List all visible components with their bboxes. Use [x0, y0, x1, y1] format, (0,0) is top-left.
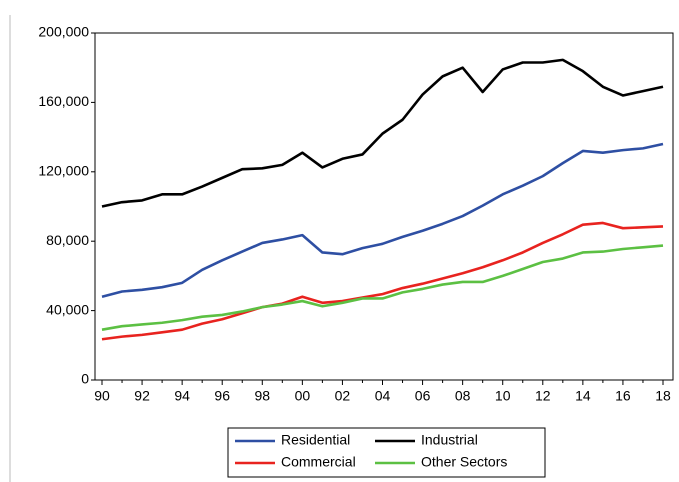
legend-label: Residential [281, 432, 350, 448]
series-line [101, 244, 664, 331]
y-tick-label: 200,000 [38, 24, 89, 40]
x-tick-label: 00 [295, 388, 311, 404]
legend-box [227, 427, 546, 478]
x-tick-label: 90 [94, 388, 110, 404]
legend-label: Industrial [421, 432, 478, 448]
y-tick-label: 40,000 [46, 301, 89, 317]
x-tick-label: 14 [575, 388, 591, 404]
series-line [101, 58, 664, 208]
y-tick-label: 160,000 [38, 93, 89, 109]
x-tick-label: 94 [174, 388, 190, 404]
y-tick-label: 120,000 [38, 163, 89, 179]
plot-frame [94, 32, 674, 381]
x-tick-label: 10 [495, 388, 511, 404]
x-tick-label: 06 [415, 388, 431, 404]
series-line [101, 142, 664, 298]
y-tick-label: 0 [81, 371, 89, 387]
x-tick-label: 18 [655, 388, 671, 404]
y-tick-label: 80,000 [46, 232, 89, 248]
series-line [101, 221, 664, 341]
x-tick-label: 16 [615, 388, 631, 404]
legend-label: Other Sectors [421, 454, 507, 470]
legend-label: Commercial [281, 454, 356, 470]
x-tick-label: 04 [375, 388, 391, 404]
x-tick-label: 12 [535, 388, 551, 404]
x-tick-label: 92 [134, 388, 150, 404]
x-tick-label: 02 [335, 388, 351, 404]
x-tick-label: 08 [455, 388, 471, 404]
x-tick-label: 96 [214, 388, 230, 404]
x-tick-label: 98 [254, 388, 270, 404]
